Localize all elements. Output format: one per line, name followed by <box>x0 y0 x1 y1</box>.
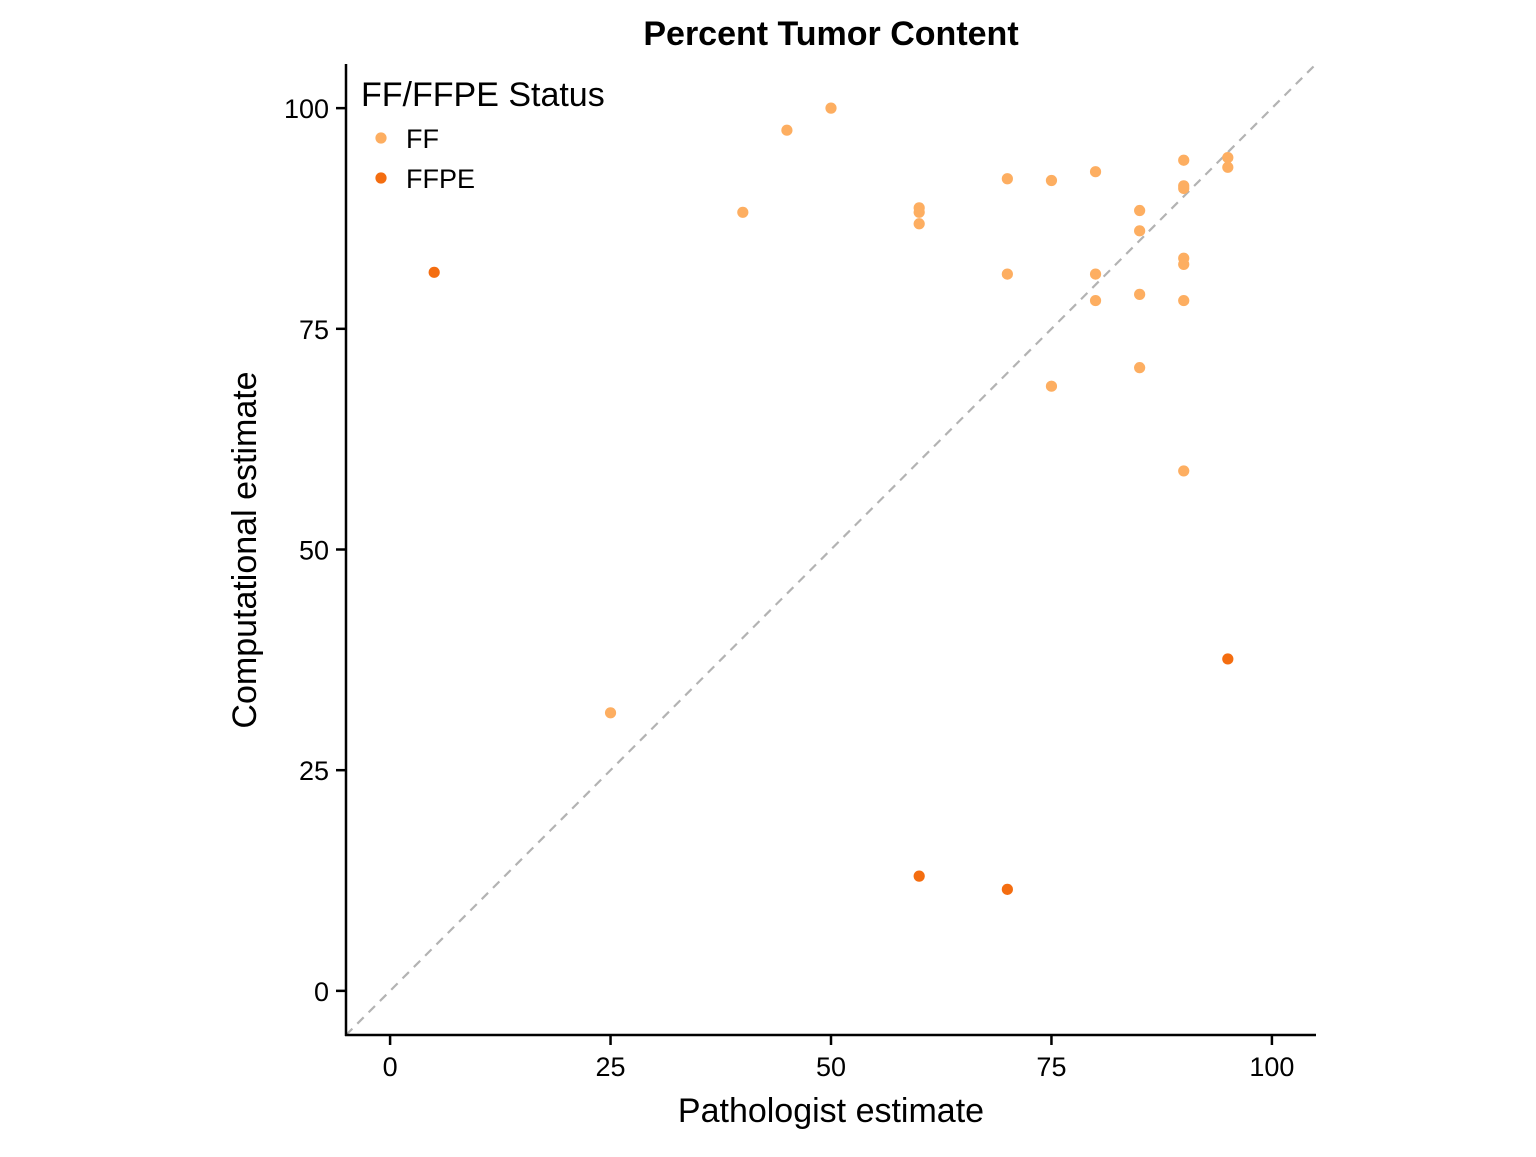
plot-area <box>345 63 1317 1036</box>
data-point-ff <box>1001 173 1013 185</box>
axes: 0 25 50 75 100 0 25 50 75 100 <box>284 64 1316 1082</box>
legend-label-ffpe: FFPE <box>406 164 475 194</box>
y-tick-label: 100 <box>284 94 329 124</box>
data-point-ff <box>1134 288 1146 300</box>
data-point-ff <box>1178 182 1190 195</box>
y-tick-label: 50 <box>299 536 329 566</box>
legend-key-ff <box>375 132 387 144</box>
legend-key-ffpe <box>375 172 387 184</box>
y-tick-label: 25 <box>299 756 329 786</box>
data-point-ff <box>1178 154 1190 166</box>
data-point-ff <box>1222 161 1234 173</box>
legend-item-ff: FF <box>375 124 439 154</box>
data-point-ffpe <box>913 870 925 882</box>
data-point-ff <box>1178 465 1190 477</box>
data-point-ff <box>737 206 749 218</box>
data-point-ff <box>604 707 617 719</box>
legend: FF/FFPE Status FF FFPE <box>361 76 605 194</box>
legend-label-ff: FF <box>406 124 439 154</box>
data-point-ff <box>1001 268 1013 280</box>
chart-title: Percent Tumor Content <box>643 15 1018 53</box>
x-tick-label: 50 <box>816 1052 846 1082</box>
data-point-ff <box>913 206 925 218</box>
data-point-ffpe <box>1001 883 1013 895</box>
legend-items: FF FFPE <box>375 124 475 194</box>
x-tick-label: 25 <box>596 1052 626 1082</box>
data-point-ff <box>1089 268 1102 280</box>
y-axis-title: Computational estimate <box>226 371 264 728</box>
data-point-ff <box>1134 362 1146 374</box>
x-tick-label: 0 <box>383 1052 398 1082</box>
data-point-ff <box>1089 294 1102 307</box>
data-point-ff <box>825 102 837 114</box>
data-point-ff <box>1178 294 1190 307</box>
data-point-ff <box>781 124 793 136</box>
data-point-ff <box>913 218 925 230</box>
legend-item-ffpe: FFPE <box>375 164 475 194</box>
identity-reference-line <box>345 63 1317 1036</box>
series-ffpe <box>428 266 1234 895</box>
x-tick-label: 75 <box>1036 1052 1066 1082</box>
y-tick-label: 75 <box>299 315 329 345</box>
data-point-ff <box>1178 258 1190 270</box>
data-point-ffpe <box>428 266 440 278</box>
data-point-ff <box>1134 204 1146 217</box>
x-axis-title: Pathologist estimate <box>678 1092 984 1130</box>
data-point-ffpe <box>1222 653 1234 665</box>
legend-title: FF/FFPE Status <box>361 76 605 114</box>
data-point-ff <box>1045 380 1058 392</box>
data-point-ff <box>1222 151 1234 164</box>
data-point-ff <box>1134 225 1146 237</box>
data-point-ff <box>1089 166 1102 178</box>
x-tick-label: 100 <box>1249 1052 1294 1082</box>
y-tick-label: 0 <box>314 977 329 1007</box>
series-ff <box>604 102 1234 719</box>
data-point-ff <box>1045 174 1058 187</box>
